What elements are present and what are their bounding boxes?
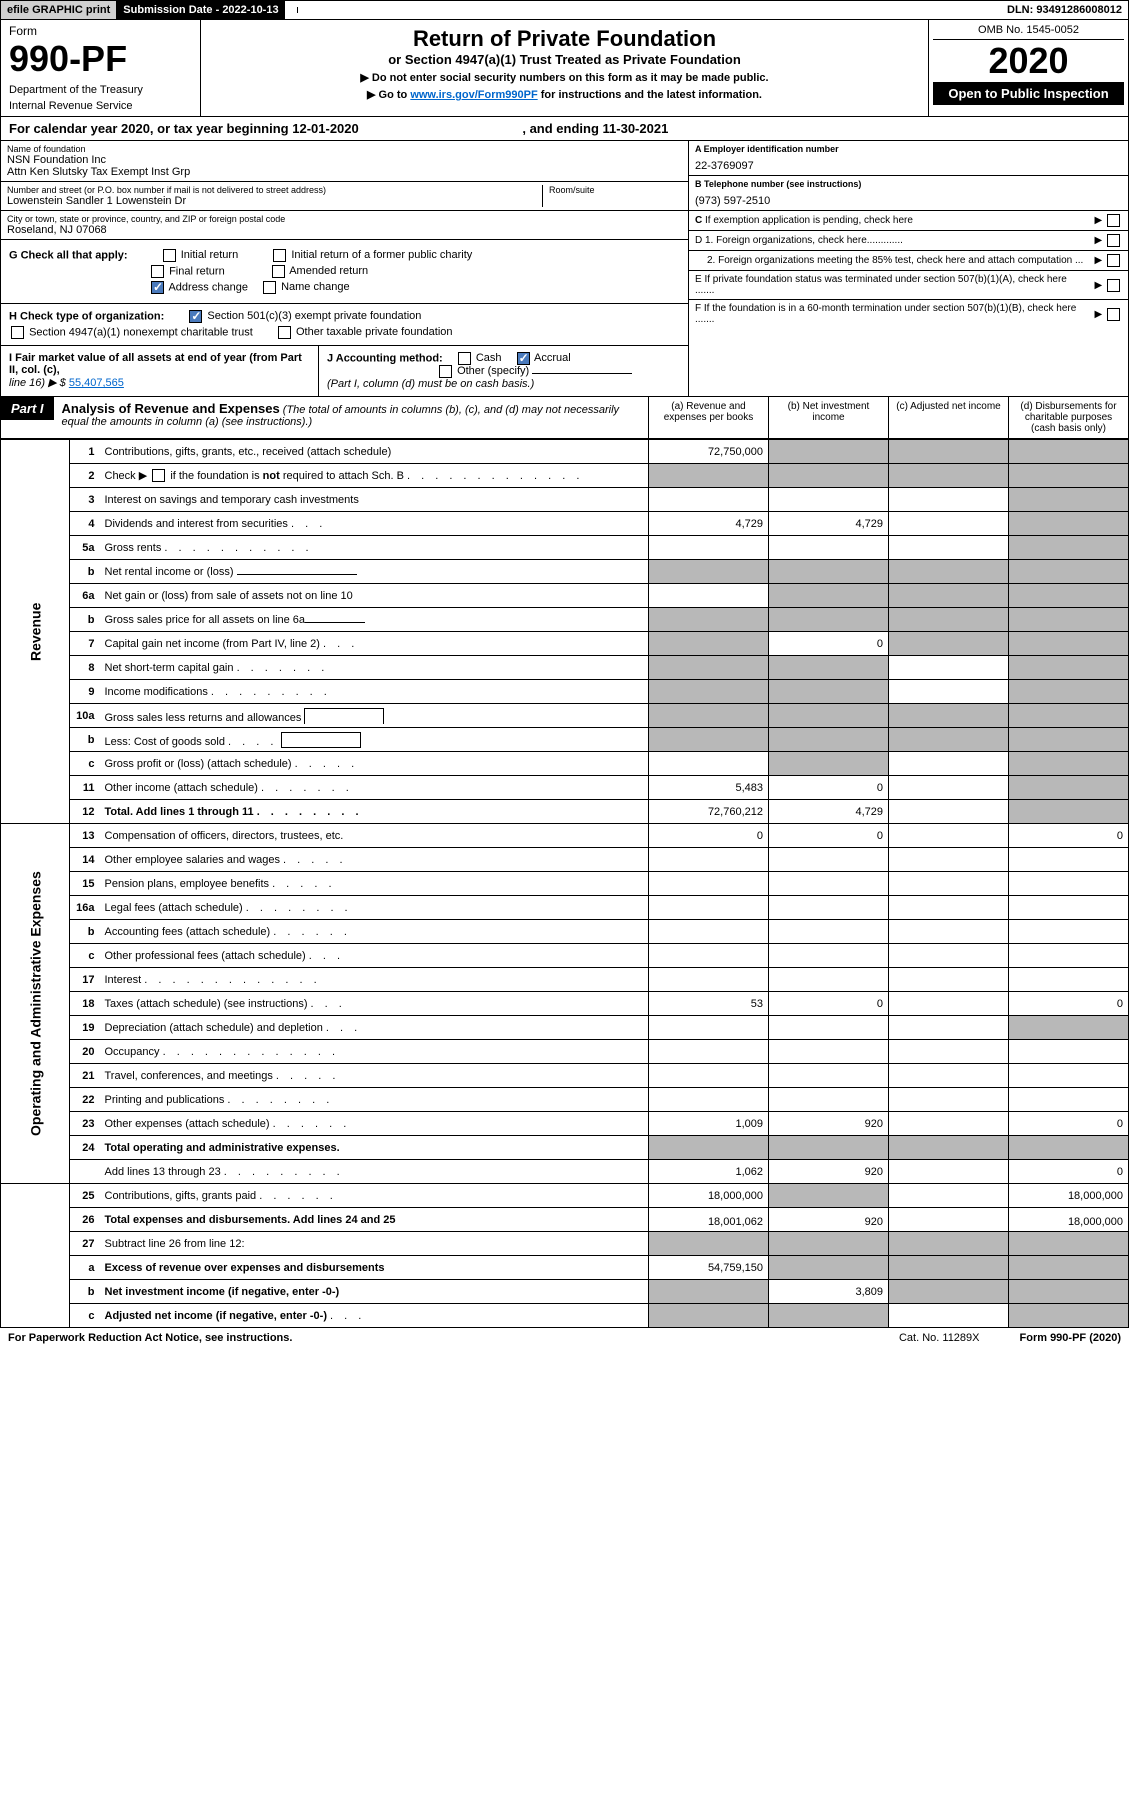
section-g: G Check all that apply: Initial return I…	[1, 240, 688, 304]
foundation-name-1: NSN Foundation Inc	[7, 154, 682, 166]
efile-label[interactable]: efile GRAPHIC print	[1, 1, 117, 19]
f-label: F If the foundation is in a 60-month ter…	[695, 303, 1089, 325]
cash-basis-note: (Part I, column (d) must be on cash basi…	[327, 378, 534, 390]
fmv-value: 55,407,565	[69, 377, 124, 389]
part-i-table: Revenue 1Contributions, gifts, grants, e…	[0, 439, 1129, 1328]
checkbox-initial[interactable]	[163, 249, 176, 262]
foundation-name-label: Name of foundation	[7, 144, 682, 154]
open-public-badge: Open to Public Inspection	[933, 82, 1124, 105]
ssn-warning: ▶ Do not enter social security numbers o…	[207, 71, 922, 84]
checkbox-accrual[interactable]	[517, 352, 530, 365]
checkbox-other-method[interactable]	[439, 365, 452, 378]
paperwork-notice: For Paperwork Reduction Act Notice, see …	[8, 1332, 292, 1344]
section-i: I Fair market value of all assets at end…	[1, 346, 688, 396]
c-label: If exemption application is pending, che…	[705, 215, 913, 226]
calendar-year-row: For calendar year 2020, or tax year begi…	[0, 117, 1129, 141]
irs-label: Internal Revenue Service	[9, 100, 192, 112]
expenses-section-label: Operating and Administrative Expenses	[1, 824, 70, 1184]
irs-link[interactable]: www.irs.gov/Form990PF	[410, 89, 537, 101]
checkbox-e[interactable]	[1107, 279, 1120, 292]
col-b-header: (b) Net investment income	[768, 397, 888, 438]
d1-label: D 1. Foreign organizations, check here..…	[695, 235, 1089, 246]
dept-treasury: Department of the Treasury	[9, 84, 192, 96]
dln: DLN: 93491286008012	[1001, 1, 1128, 19]
checkbox-cash[interactable]	[458, 352, 471, 365]
address-value: Lowenstein Sandler 1 Lowenstein Dr	[7, 195, 542, 207]
form-number: 990-PF	[9, 38, 192, 80]
city-value: Roseland, NJ 07068	[7, 224, 682, 236]
col-a-header: (a) Revenue and expenses per books	[648, 397, 768, 438]
col-c-header: (c) Adjusted net income	[888, 397, 1008, 438]
catalog-number: Cat. No. 11289X	[899, 1332, 980, 1344]
checkbox-501c3[interactable]	[189, 310, 202, 323]
d2-label: 2. Foreign organizations meeting the 85%…	[695, 255, 1089, 266]
checkbox-c[interactable]	[1107, 214, 1120, 227]
room-label: Room/suite	[549, 185, 682, 195]
omb-number: OMB No. 1545-0052	[933, 24, 1124, 40]
checkbox-4947[interactable]	[11, 326, 24, 339]
section-h: H Check type of organization: Section 50…	[1, 304, 688, 346]
form-label: Form	[9, 24, 192, 38]
col-d-header: (d) Disbursements for charitable purpose…	[1008, 397, 1128, 438]
top-bar: efile GRAPHIC print Submission Date - 20…	[0, 0, 1129, 20]
address-label: Number and street (or P.O. box number if…	[7, 185, 542, 195]
checkbox-d1[interactable]	[1107, 234, 1120, 247]
checkbox-other-taxable[interactable]	[278, 326, 291, 339]
page-footer: For Paperwork Reduction Act Notice, see …	[0, 1328, 1129, 1348]
checkbox-f[interactable]	[1107, 308, 1120, 321]
checkbox-amended[interactable]	[272, 265, 285, 278]
tax-year: 2020	[933, 40, 1124, 82]
revenue-section-label: Revenue	[1, 440, 70, 824]
form-title: Return of Private Foundation	[207, 26, 922, 52]
submission-date: Submission Date - 2022-10-13	[117, 1, 284, 19]
foundation-name-2: Attn Ken Slutsky Tax Exempt Inst Grp	[7, 166, 682, 178]
phone-value: (973) 597-2510	[695, 195, 1122, 207]
checkbox-d2[interactable]	[1107, 254, 1120, 267]
e-label: E If private foundation status was termi…	[695, 274, 1089, 296]
form-ref: Form 990-PF (2020)	[1020, 1332, 1122, 1344]
ein-value: 22-3769097	[695, 160, 1122, 172]
part-i-header: Part I Analysis of Revenue and Expenses …	[0, 397, 1129, 439]
checkbox-name-change[interactable]	[263, 281, 276, 294]
checkbox-sch-b[interactable]	[152, 469, 165, 482]
city-label: City or town, state or province, country…	[7, 214, 682, 224]
info-grid: Name of foundation NSN Foundation Inc At…	[0, 141, 1129, 397]
ein-label: A Employer identification number	[695, 144, 839, 154]
goto-instruction: ▶ Go to www.irs.gov/Form990PF for instru…	[207, 88, 922, 101]
part-i-label: Part I	[1, 397, 54, 420]
phone-label: B Telephone number (see instructions)	[695, 179, 861, 189]
form-header: Form 990-PF Department of the Treasury I…	[0, 20, 1129, 117]
form-subtitle: or Section 4947(a)(1) Trust Treated as P…	[207, 52, 922, 67]
checkbox-final[interactable]	[151, 265, 164, 278]
checkbox-address-change[interactable]	[151, 281, 164, 294]
checkbox-initial-former[interactable]	[273, 249, 286, 262]
